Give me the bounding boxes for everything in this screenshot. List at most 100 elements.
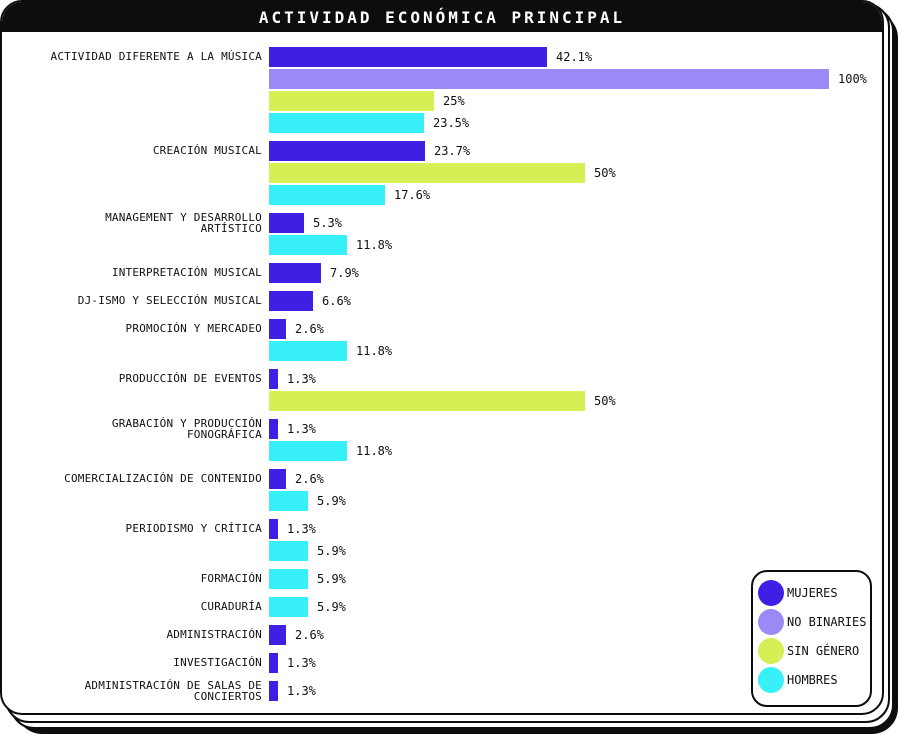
category-label-cell: FORMACIÓN — [2, 569, 262, 589]
bar-row: 23.5% — [269, 113, 882, 133]
group-bars: 1.3% — [269, 653, 882, 673]
category-label-cell: MANAGEMENT Y DESARROLLO ARTÍSTICO — [2, 210, 262, 235]
bar-mujeres — [269, 213, 304, 233]
chart-group: DJ-ISMO Y SELECCIÓN MUSICAL 6.6% — [2, 291, 882, 311]
legend-swatch-sin_genero-icon — [758, 637, 784, 664]
category-label: CURADURÍA — [200, 600, 262, 614]
bar-value-label: 11.8% — [356, 238, 393, 252]
bar-mujeres — [269, 319, 286, 339]
chart-group: ADMINISTRACIÓN DE SALAS DE CONCIERTOS 1.3… — [2, 679, 882, 702]
bar-row: 50% — [269, 391, 882, 411]
category-label: PERIODISMO Y CRÍTICA — [125, 522, 262, 536]
bar-row: 2.6% — [269, 469, 882, 489]
legend-item-no_binaries: NO BINARIES — [758, 607, 870, 636]
group-bars: 23.7% 50% 17.6% — [269, 141, 882, 205]
bar-mujeres — [269, 263, 321, 283]
group-bars: 5.9% — [269, 597, 882, 617]
bar-row: 11.8% — [269, 341, 882, 361]
bar-hombres — [269, 441, 347, 461]
chart-group: FORMACIÓN 5.9% — [2, 569, 882, 589]
category-label-cell: INTERPRETACIÓN MUSICAL — [2, 263, 262, 283]
category-label-cell: PRODUCCIÓN DE EVENTOS — [2, 369, 262, 389]
category-label: INVESTIGACIÓN — [173, 656, 262, 670]
bar-sin_genero — [269, 163, 585, 183]
bar-value-label: 2.6% — [295, 322, 324, 336]
bar-value-label: 50% — [594, 394, 616, 408]
chart-group: CREACIÓN MUSICAL 23.7% 50% 17.6% — [2, 141, 882, 205]
legend-item-mujeres: MUJERES — [758, 578, 870, 607]
bar-hombres — [269, 491, 308, 511]
category-label-cell: INVESTIGACIÓN — [2, 653, 262, 673]
bar-value-label: 1.3% — [287, 656, 316, 670]
category-label: INTERPRETACIÓN MUSICAL — [111, 266, 262, 280]
bar-value-label: 1.3% — [287, 522, 316, 536]
category-label-cell: CURADURÍA — [2, 597, 262, 617]
category-label: FORMACIÓN — [200, 572, 262, 586]
group-bars: 1.3% 50% — [269, 369, 882, 411]
category-label: DJ-ISMO Y SELECCIÓN MUSICAL — [77, 294, 262, 308]
legend-label: HOMBRES — [787, 672, 838, 687]
bar-value-label: 42.1% — [556, 50, 593, 64]
chart-group: COMERCIALIZACIÓN DE CONTENIDO 2.6% 5.9% — [2, 469, 882, 511]
bar-sin_genero — [269, 391, 585, 411]
bar-row: 5.9% — [269, 491, 882, 511]
chart-group: PERIODISMO Y CRÍTICA 1.3% 5.9% — [2, 519, 882, 561]
bar-row: 5.9% — [269, 569, 882, 589]
chart-group: INVESTIGACIÓN 1.3% — [2, 653, 882, 673]
legend-label: MUJERES — [787, 585, 838, 600]
bar-hombres — [269, 113, 424, 133]
chart-panel: ACTIVIDAD ECONÓMICA PRINCIPAL ACTIVIDAD … — [0, 0, 884, 715]
bar-mujeres — [269, 469, 286, 489]
bar-row: 1.3% — [269, 369, 882, 389]
category-label: CREACIÓN MUSICAL — [152, 144, 262, 158]
bar-value-label: 5.9% — [317, 600, 346, 614]
category-label: MANAGEMENT Y DESARROLLO ARTÍSTICO — [105, 210, 262, 235]
bar-hombres — [269, 341, 347, 361]
bar-row: 5.3% — [269, 213, 882, 233]
bar-mujeres — [269, 369, 278, 389]
bar-row: 1.3% — [269, 419, 882, 439]
category-label: COMERCIALIZACIÓN DE CONTENIDO — [64, 472, 262, 486]
bar-value-label: 100% — [838, 72, 867, 86]
bar-row: 25% — [269, 91, 882, 111]
category-label: ACTIVIDAD DIFERENTE A LA MÚSICA — [50, 50, 262, 64]
chart-group: GRABACIÓN Y PRODUCCIÓN FONOGRÁFICA 1.3% 11… — [2, 416, 882, 461]
group-bars: 5.3% 11.8% — [269, 213, 882, 255]
category-label: GRABACIÓN Y PRODUCCIÓN FONOGRÁFICA — [111, 416, 262, 441]
legend-label: SIN GÉNERO — [787, 643, 860, 658]
bar-row: 100% — [269, 69, 882, 89]
group-bars: 1.3% 11.8% — [269, 419, 882, 461]
bar-value-label: 5.9% — [317, 572, 346, 586]
group-bars: 1.3% 5.9% — [269, 519, 882, 561]
bar-mujeres — [269, 141, 425, 161]
group-bars: 2.6% — [269, 625, 882, 645]
category-label-cell: PROMOCIÓN Y MERCADEO — [2, 319, 262, 339]
chart-group: CURADURÍA 5.9% — [2, 597, 882, 617]
category-label: PRODUCCIÓN DE EVENTOS — [118, 372, 262, 386]
bar-row: 11.8% — [269, 441, 882, 461]
group-bars: 7.9% — [269, 263, 882, 283]
category-label-cell: GRABACIÓN Y PRODUCCIÓN FONOGRÁFICA — [2, 416, 262, 441]
group-bars: 2.6% 11.8% — [269, 319, 882, 361]
bar-hombres — [269, 541, 308, 561]
bar-value-label: 25% — [443, 94, 465, 108]
bar-value-label: 23.5% — [433, 116, 470, 130]
bar-mujeres — [269, 519, 278, 539]
bar-value-label: 1.3% — [287, 422, 316, 436]
bar-row: 5.9% — [269, 597, 882, 617]
bar-mujeres — [269, 681, 278, 701]
category-label-cell: COMERCIALIZACIÓN DE CONTENIDO — [2, 469, 262, 489]
bar-row: 1.3% — [269, 519, 882, 539]
bar-row: 23.7% — [269, 141, 882, 161]
category-label: PROMOCIÓN Y MERCADEO — [125, 322, 262, 336]
bar-row: 5.9% — [269, 541, 882, 561]
legend-item-sin_genero: SIN GÉNERO — [758, 636, 870, 665]
category-label-cell: DJ-ISMO Y SELECCIÓN MUSICAL — [2, 291, 262, 311]
legend-swatch-hombres-icon — [758, 666, 784, 693]
bar-value-label: 50% — [594, 166, 616, 180]
chart-group: ADMINISTRACIÓN 2.6% — [2, 625, 882, 645]
group-bars: 1.3% — [269, 681, 882, 701]
bar-value-label: 2.6% — [295, 472, 324, 486]
bar-mujeres — [269, 419, 278, 439]
